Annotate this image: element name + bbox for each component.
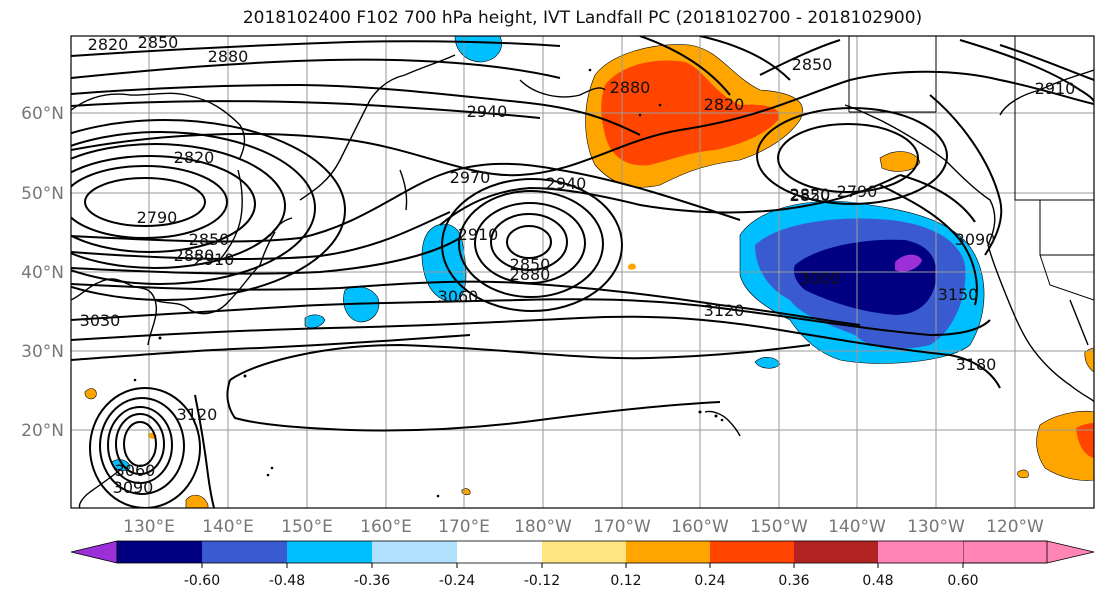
contour-label: 2910 <box>1035 79 1076 98</box>
colorbar-swatch <box>287 541 372 563</box>
latitude-labels: 60°N 50°N 40°N 30°N 20°N <box>21 104 64 441</box>
colorbar-swatch <box>710 541 794 563</box>
contour-label: 3060 <box>115 461 156 480</box>
longitude-labels: 130°E 140°E 150°E 160°E 170°E 180°W 170°… <box>123 517 1044 537</box>
contour-label: 2970 <box>450 168 491 187</box>
colorbar-tick-label: -0.12 <box>524 573 560 589</box>
contour-label: 2820 <box>790 185 831 204</box>
colorbar-tick-label: 0.12 <box>610 573 641 589</box>
lon-label: 130°W <box>907 517 965 537</box>
contour-label: 2850 <box>792 55 833 74</box>
lat-label: 60°N <box>21 104 64 124</box>
colorbar-tick-label: -0.24 <box>439 573 475 589</box>
contour-label: 2880 <box>610 78 651 97</box>
height-contours <box>71 36 1094 508</box>
lat-label: 30°N <box>21 342 64 362</box>
colorbar-swatch <box>878 541 963 563</box>
colorbar-tick-label: -0.60 <box>184 573 220 589</box>
colorbar-swatch <box>117 541 202 563</box>
contour-label: 2820 <box>704 95 745 114</box>
contour-label: 3090 <box>955 230 996 249</box>
lon-label: 150°W <box>750 517 808 537</box>
contour-label: 3120 <box>704 301 745 320</box>
colorbar-extend-min <box>70 540 118 564</box>
colorbar-swatch <box>457 541 542 563</box>
lat-label: 20°N <box>21 421 64 441</box>
colorbar-swatch <box>202 541 287 563</box>
contour-label: 2850 <box>138 33 179 52</box>
contour-label: 3120 <box>177 405 218 424</box>
contour-label: 2850 <box>510 255 551 274</box>
contour-label: 2910 <box>458 225 499 244</box>
lon-label: 180°W <box>514 517 572 537</box>
islands <box>133 68 724 498</box>
colorbar-swatch <box>372 541 457 563</box>
contour-label: 3030 <box>80 311 121 330</box>
colorbar-swatch <box>794 541 878 563</box>
contour-label: 3090 <box>113 478 154 497</box>
lat-label: 50°N <box>21 184 64 204</box>
contour-label: 3180 <box>956 355 997 374</box>
contour-label: 2880 <box>510 265 551 284</box>
lat-label: 40°N <box>21 263 64 283</box>
lon-label: 160°E <box>360 517 412 537</box>
contour-label: 2940 <box>467 102 508 121</box>
contour-label: 3150 <box>938 285 979 304</box>
contour-label: 2850 <box>790 186 831 205</box>
contour-label: 2790 <box>837 182 878 201</box>
colorbar-tick-label: -0.48 <box>269 573 305 589</box>
map-frame <box>70 35 1095 509</box>
contour-label: 2940 <box>546 174 587 193</box>
contour-label: 2880 <box>208 47 249 66</box>
colorbar-swatch <box>626 541 710 563</box>
colorbar-extend-max <box>962 540 1095 564</box>
contour-label: 3060 <box>438 287 479 306</box>
lon-label: 120°W <box>986 517 1044 537</box>
colorbar-swatch <box>542 541 626 563</box>
colorbar-tick-label: 0.36 <box>778 573 809 589</box>
lon-label: 140°E <box>202 517 254 537</box>
lon-label: 150°E <box>281 517 333 537</box>
contour-label: 3000 <box>800 269 841 288</box>
lon-label: 130°E <box>123 517 175 537</box>
contour-label: 2820 <box>174 148 215 167</box>
lon-label: 140°W <box>828 517 886 537</box>
colorbar: -0.60 -0.48 -0.36 -0.24 -0.12 0.12 0.24 … <box>70 540 1095 589</box>
colorbar-tick-label: 0.48 <box>862 573 893 589</box>
contour-label: 2790 <box>137 208 178 227</box>
contour-label: 2820 <box>88 35 129 54</box>
lon-label: 170°W <box>593 517 651 537</box>
contour-label: 2850 <box>189 230 230 249</box>
lon-label: 160°W <box>671 517 729 537</box>
contour-label: 2910 <box>194 250 235 269</box>
contour-labels: 2820 2850 2880 2940 2850 2910 2820 2790 … <box>80 33 1076 497</box>
map-panel: 2820 2850 2880 2940 2850 2910 2820 2790 … <box>71 33 1094 508</box>
lon-label: 170°E <box>438 517 490 537</box>
colorbar-tick-label: -0.36 <box>354 573 390 589</box>
map-title: 2018102400 F102 700 hPa height, IVT Land… <box>242 8 923 28</box>
colorbar-tick-label: 0.24 <box>694 573 725 589</box>
contour-label: 2880 <box>174 246 215 265</box>
colorbar-tick-label: 0.60 <box>947 573 978 589</box>
